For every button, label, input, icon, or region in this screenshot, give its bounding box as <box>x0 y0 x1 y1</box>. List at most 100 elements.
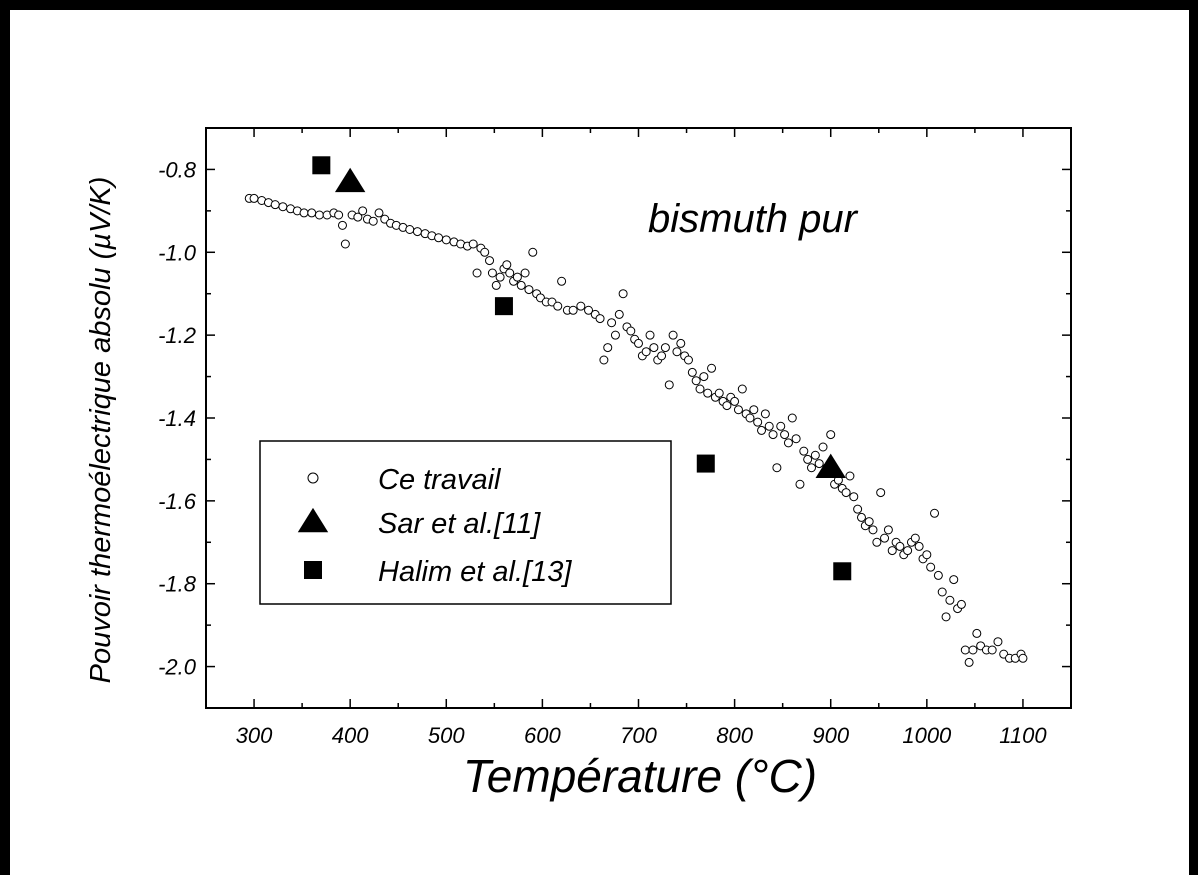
data-point <box>649 343 659 353</box>
data-point <box>696 454 715 473</box>
x-tick-label: 500 <box>428 723 465 748</box>
x-tick-label: 300 <box>236 723 273 748</box>
data-point <box>883 525 893 535</box>
data-point <box>853 504 863 514</box>
data-point <box>810 450 820 460</box>
data-point <box>887 546 897 556</box>
data-point <box>626 326 636 336</box>
x-tick-label: 1000 <box>902 723 952 748</box>
data-point <box>833 562 852 581</box>
data-point <box>868 525 878 535</box>
data-point <box>960 645 970 655</box>
x-tick-label: 400 <box>332 723 369 748</box>
data-point <box>641 347 651 357</box>
data-point <box>895 541 905 551</box>
data-point <box>699 372 709 382</box>
legend-label: Sar et al.[11] <box>378 508 541 540</box>
data-point <box>910 533 920 543</box>
data-point <box>783 438 793 448</box>
data-point <box>249 193 259 203</box>
data-point <box>968 645 978 655</box>
data-point <box>956 599 966 609</box>
data-point <box>941 612 951 622</box>
x-tick-label: 900 <box>812 723 849 748</box>
data-point <box>945 595 955 605</box>
data-point <box>691 376 701 386</box>
data-point <box>764 421 774 431</box>
data-points <box>244 156 1028 667</box>
data-point <box>487 268 497 278</box>
data-point <box>480 247 490 257</box>
data-point <box>814 459 824 469</box>
x-tick-label: 1100 <box>999 723 1047 748</box>
data-point <box>502 260 512 270</box>
data-point <box>768 430 778 440</box>
x-axis-title: Température (°C) <box>463 750 817 802</box>
data-point <box>722 401 732 411</box>
legend-box <box>259 440 672 605</box>
y-axis: -0.8 -1.0 -1.2 -1.4 -1.6 -1.8 -2.0 <box>158 127 1071 709</box>
data-point <box>668 330 678 340</box>
x-axis: 300 400 500 600 700 800 900 1000 1100 <box>205 128 1072 748</box>
data-point <box>683 355 693 365</box>
data-point <box>358 206 368 216</box>
data-point <box>772 463 782 473</box>
data-point <box>607 318 617 328</box>
data-point <box>733 405 743 415</box>
data-point <box>815 453 846 478</box>
data-point <box>528 247 538 257</box>
data-point <box>841 488 851 498</box>
data-point <box>745 413 755 423</box>
data-point <box>695 384 705 394</box>
data-point <box>676 338 686 348</box>
y-axis-title: Pouvoir thermoélectrique absolu (µV/K) <box>85 177 117 684</box>
legend-marker <box>307 472 319 484</box>
legend: Ce travail Sar et al.[11] Halim et al.[13] <box>259 440 672 605</box>
x-tick-label: 600 <box>524 723 561 748</box>
data-point <box>340 239 350 249</box>
data-point <box>468 239 478 249</box>
data-point <box>799 446 809 456</box>
data-point <box>494 297 513 316</box>
data-point <box>757 425 767 435</box>
data-point <box>753 417 763 427</box>
y-tick-label: -1.6 <box>158 489 197 514</box>
data-point <box>737 384 747 394</box>
data-point <box>672 347 682 357</box>
legend-label: Ce travail <box>378 464 502 496</box>
data-point <box>937 587 947 597</box>
data-point <box>933 570 943 580</box>
data-point <box>903 546 913 556</box>
data-point <box>634 338 643 348</box>
x-tick-label: 800 <box>716 723 753 748</box>
data-point <box>374 208 384 218</box>
y-tick-label: -1.4 <box>158 406 196 431</box>
data-point <box>441 235 451 245</box>
legend-marker <box>297 507 329 533</box>
data-point <box>568 305 578 315</box>
data-point <box>660 343 670 353</box>
data-point <box>299 208 309 218</box>
y-tick-label: -1.2 <box>158 323 196 348</box>
data-point <box>964 657 974 667</box>
data-point <box>524 285 534 295</box>
data-point <box>472 268 482 278</box>
data-point <box>791 434 801 444</box>
data-point <box>926 562 936 572</box>
data-point <box>645 330 655 340</box>
data-point <box>270 200 280 210</box>
y-tick-label: -1.8 <box>158 572 197 597</box>
data-point <box>278 202 288 212</box>
data-point <box>516 280 526 290</box>
data-point <box>818 442 828 452</box>
data-point <box>949 575 959 585</box>
data-point <box>618 289 628 299</box>
data-point <box>807 463 816 473</box>
data-point <box>864 517 874 527</box>
data-point <box>405 225 415 234</box>
data-point <box>307 208 317 218</box>
data-point <box>334 210 344 220</box>
data-point <box>714 388 724 398</box>
